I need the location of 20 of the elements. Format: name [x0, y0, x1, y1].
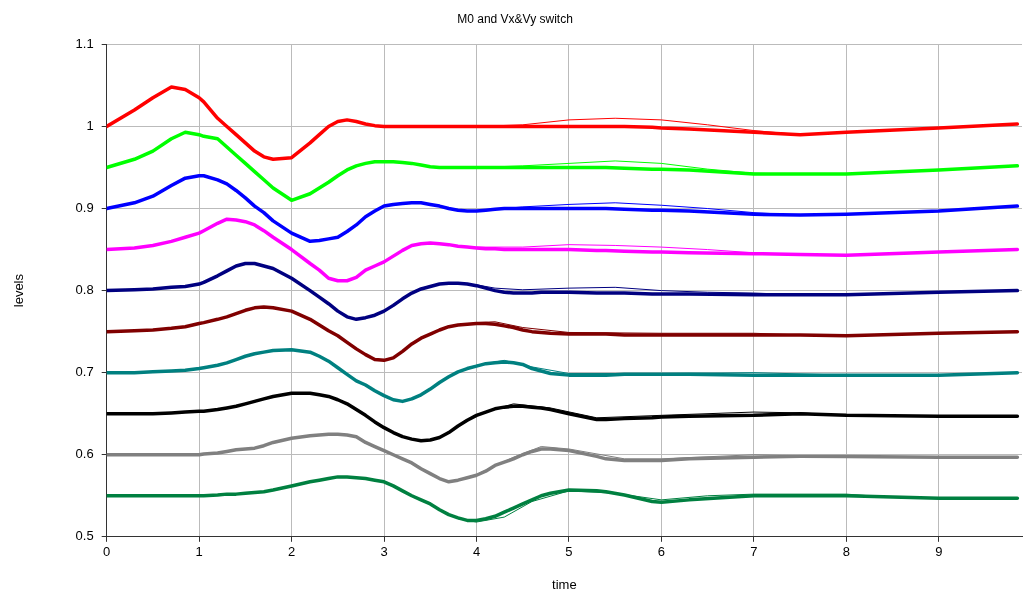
x-tick-label: 2	[287, 544, 296, 560]
x-tick-label: 7	[750, 544, 758, 560]
x-tick-label: 8	[842, 544, 850, 560]
x-tick-label: 4	[472, 544, 481, 560]
x-tick-label: 5	[565, 544, 573, 560]
x-tick-label: 0	[103, 544, 111, 560]
y-tick-label: 0.7	[75, 364, 94, 380]
y-tick-label: 0.9	[75, 200, 94, 216]
chart-title: M0 and Vx&Vy switch	[457, 11, 573, 26]
y-tick-label: 0.8	[75, 282, 94, 298]
x-axis-title: time	[552, 576, 577, 592]
y-tick-label: 1	[86, 118, 94, 134]
x-tick-label: 6	[657, 544, 666, 560]
x-tick-label: 1	[195, 544, 203, 560]
y-tick-label: 0.5	[75, 528, 94, 544]
y-axis-title: levels	[11, 273, 27, 308]
x-tick-label: 9	[935, 544, 943, 560]
y-tick-label: 0.6	[75, 446, 94, 462]
y-tick-label: 1.1	[75, 35, 94, 51]
x-tick-label: 3	[380, 544, 388, 560]
